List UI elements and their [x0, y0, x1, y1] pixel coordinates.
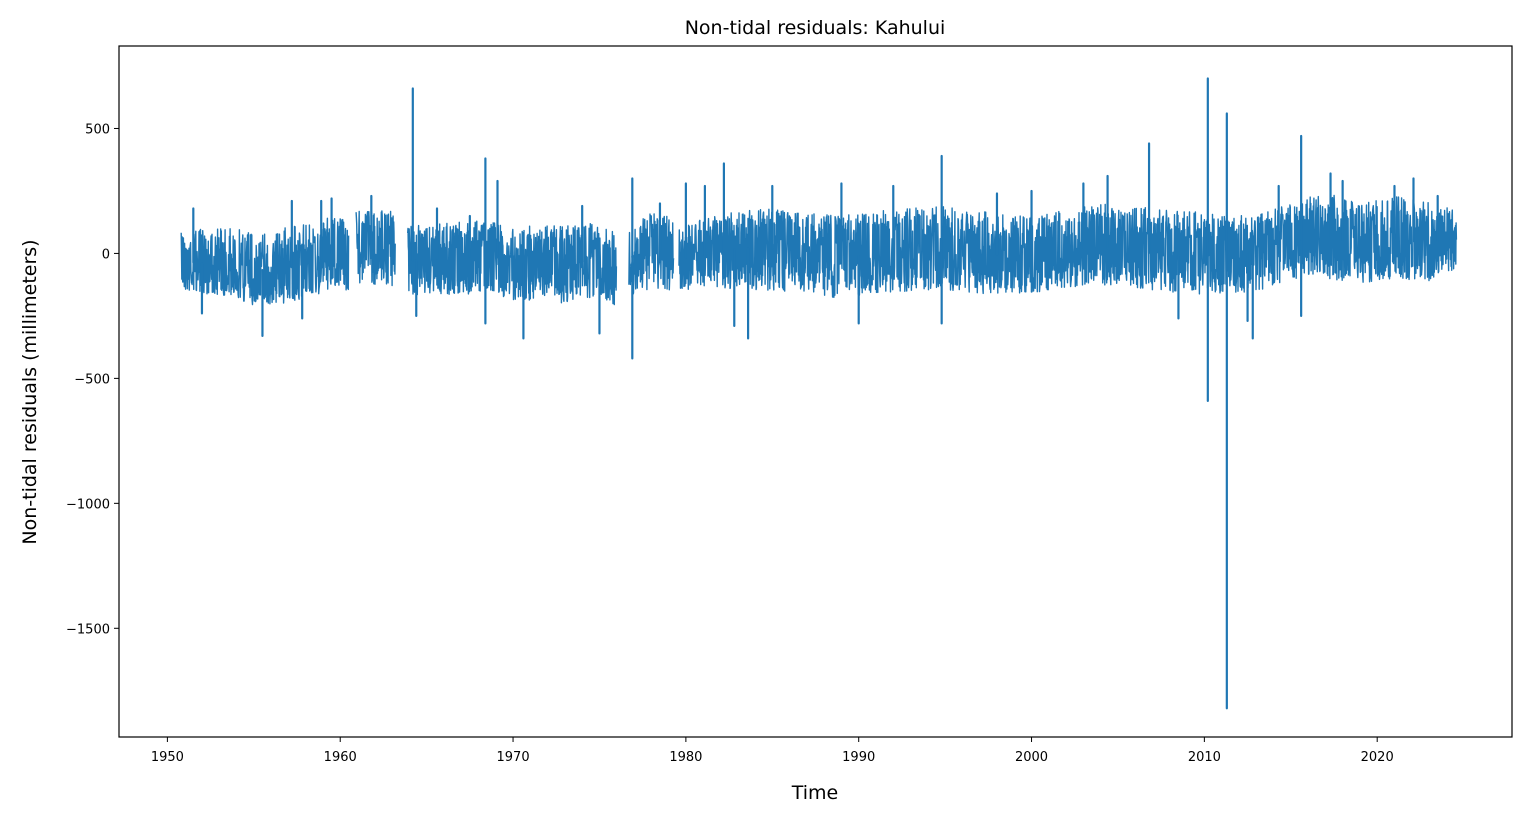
y-tick-label: −1500 [66, 622, 110, 637]
x-tick-label: 1990 [842, 750, 875, 765]
series-line [407, 220, 618, 306]
plot-frame [118, 45, 1513, 738]
y-axis: 500 0 −500 −1000 −1500 [66, 122, 119, 637]
series-line [628, 213, 675, 295]
x-axis: 1950 1960 1970 1980 1990 2000 2010 2020 [151, 737, 1394, 765]
y-axis-label: Non-tidal residuals (millimeters) [19, 239, 41, 544]
x-tick-label: 1980 [669, 750, 702, 765]
y-tick-label: 0 [102, 247, 110, 262]
y-tick-label: 500 [85, 122, 110, 137]
chart-title: Non-tidal residuals: Kahului [685, 17, 946, 39]
x-axis-label: Time [791, 782, 839, 804]
x-tick-label: 2010 [1188, 750, 1221, 765]
x-tick-label: 2020 [1361, 750, 1394, 765]
x-tick-label: 1950 [151, 750, 184, 765]
series-line [355, 210, 396, 287]
y-tick-label: −500 [74, 372, 110, 387]
series-line [678, 194, 1458, 298]
series-layer [180, 77, 1458, 710]
x-tick-label: 1970 [497, 750, 530, 765]
x-tick-label: 1960 [324, 750, 357, 765]
series-line [180, 217, 350, 306]
x-tick-label: 2000 [1015, 750, 1048, 765]
y-tick-label: −1000 [66, 497, 110, 512]
